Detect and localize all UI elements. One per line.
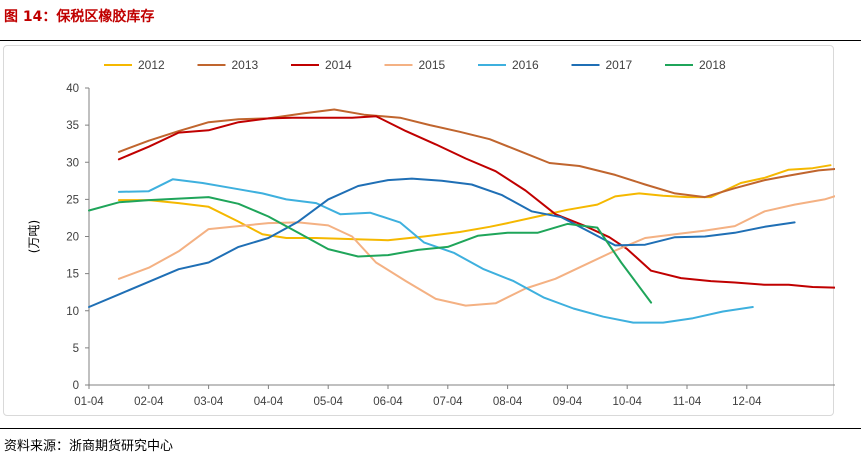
legend-label-2018: 2018 — [699, 58, 726, 72]
x-tick-label: 02-04 — [134, 396, 164, 408]
legend-label-2013: 2013 — [232, 58, 259, 72]
x-tick-label: 07-04 — [433, 396, 463, 408]
x-tick-label: 04-04 — [254, 396, 284, 408]
legend-label-2015: 2015 — [419, 58, 446, 72]
x-tick-label: 05-04 — [313, 396, 343, 408]
legend-label-2014: 2014 — [325, 58, 352, 72]
series-line-2016 — [117, 178, 754, 324]
y-tick-label: 0 — [73, 380, 79, 392]
x-tick-label: 08-04 — [493, 396, 523, 408]
x-tick-label: 01-04 — [74, 396, 104, 408]
y-tick-label: 40 — [66, 83, 79, 95]
series-line-2015 — [117, 195, 835, 307]
y-tick-label: 35 — [66, 120, 79, 132]
y-tick-label: 25 — [66, 194, 79, 206]
y-tick-label: 30 — [66, 157, 79, 169]
series-line-2014 — [117, 115, 835, 289]
y-axis-label: (万吨) — [27, 220, 41, 253]
y-tick-label: 10 — [66, 306, 79, 318]
figure-title: 图 14：保税区橡胶库存 — [4, 9, 155, 25]
x-tick-label: 03-04 — [194, 396, 224, 408]
y-tick-label: 15 — [66, 269, 79, 281]
legend-label-2016: 2016 — [512, 58, 539, 72]
series-line-2017 — [88, 177, 796, 308]
x-tick-label: 12-04 — [732, 396, 762, 408]
y-tick-label: 5 — [73, 343, 79, 355]
legend-label-2017: 2017 — [606, 58, 633, 72]
series-line-2012 — [117, 164, 832, 242]
x-tick-label: 11-04 — [673, 396, 702, 408]
legend-label-2012: 2012 — [138, 58, 165, 72]
series-line-2018 — [88, 196, 653, 304]
x-tick-label: 06-04 — [373, 396, 403, 408]
chart: 0 5 10 15 20 25 30 35 40 01-04 02-04 03-04 04-04 05-0… — [27, 58, 835, 408]
series-line-2013 — [117, 108, 835, 199]
x-tick-label: 10-04 — [612, 396, 642, 408]
bottom-rule — [0, 428, 861, 429]
source-note: 资料来源：浙商期货研究中心 — [4, 439, 174, 454]
chart-frame: 0 5 10 15 20 25 30 35 40 01-04 02-04 03-04 04-04 05-0… — [3, 45, 835, 416]
y-tick-label: 20 — [66, 232, 79, 244]
top-rule — [0, 40, 861, 41]
x-tick-label: 09-04 — [553, 396, 583, 408]
